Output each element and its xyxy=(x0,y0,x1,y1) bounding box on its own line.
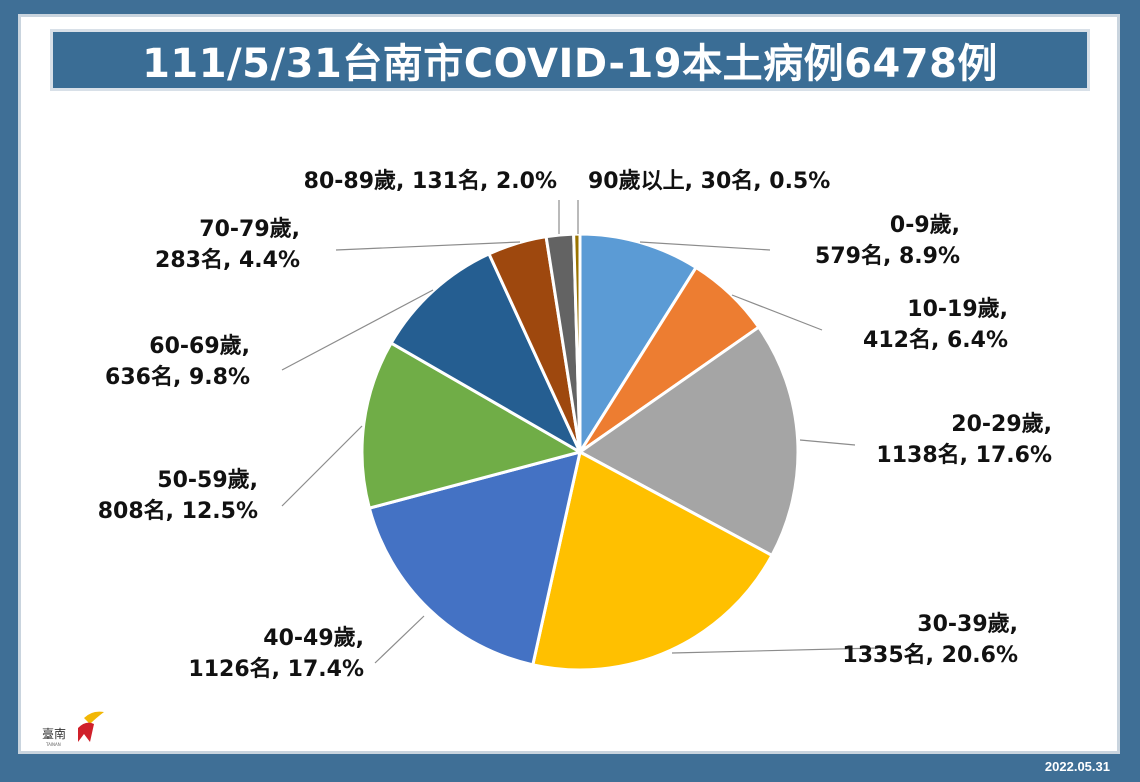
slice-label-name-60-69歲: 60-69歲, xyxy=(149,334,250,359)
title-bar: 111/5/31台南市COVID-19本土病例6478例 xyxy=(50,29,1090,91)
slice-label-name-70-79歲: 70-79歲, xyxy=(199,217,300,242)
pie-slice-40-49歲 xyxy=(367,449,582,667)
pie-slice-60-69歲 xyxy=(389,251,584,456)
leader-line-40-49歲 xyxy=(374,615,425,664)
slice-label-value-60-69歲: 636名, 9.8% xyxy=(105,364,250,390)
slice-label-value-0-9歲: 579名, 8.9% xyxy=(815,243,960,269)
logo-subtext: TAINAN xyxy=(45,742,61,747)
pie-slice-50-59歲 xyxy=(360,341,584,510)
slice-label-name-20-29歲: 20-29歲, xyxy=(951,412,1052,437)
slice-label-value-20-29歲: 1138名, 17.6% xyxy=(876,442,1052,468)
slice-label-name-0-9歲: 0-9歲, xyxy=(890,213,960,238)
slice-label-value-30-39歲: 1335名, 20.6% xyxy=(842,642,1018,668)
pie-slice-90歲以上 xyxy=(572,232,582,453)
leader-line-70-79歲 xyxy=(335,241,521,251)
slice-label-80-89歲: 80-89歲, 131名, 2.0% xyxy=(304,168,557,194)
leader-line-0-9歲 xyxy=(639,241,771,251)
leader-line-30-39歲 xyxy=(671,647,879,654)
pie-slice-20-29歲 xyxy=(577,325,800,558)
chart-title: 111/5/31台南市COVID-19本土病例6478例 xyxy=(142,41,998,87)
leader-line-60-69歲 xyxy=(281,289,434,371)
slice-label-value-40-49歲: 1126名, 17.4% xyxy=(188,656,364,682)
slice-label-name-30-39歲: 30-39歲, xyxy=(917,612,1018,637)
leader-line-10-19歲 xyxy=(731,294,823,331)
slice-label-value-10-19歲: 412名, 6.4% xyxy=(863,327,1008,353)
leader-line-20-29歲 xyxy=(799,439,856,446)
leader-line-50-59歲 xyxy=(281,425,363,507)
slice-label-value-70-79歲: 283名, 4.4% xyxy=(155,247,300,273)
pie-slice-30-39歲 xyxy=(531,449,774,672)
slice-label-name-50-59歲: 50-59歲, xyxy=(157,468,258,493)
slice-label-value-50-59歲: 808名, 12.5% xyxy=(98,498,258,524)
tainan-logo: 臺南 TAINAN xyxy=(42,711,104,747)
date-stamp: 2022.05.31 xyxy=(1044,759,1110,774)
logo-text: 臺南 xyxy=(42,726,66,741)
slice-label-90歲以上: 90歲以上, 30名, 0.5% xyxy=(588,168,830,194)
slice-label-name-10-19歲: 10-19歲, xyxy=(907,297,1008,322)
slice-label-name-40-49歲: 40-49歲, xyxy=(263,626,364,651)
